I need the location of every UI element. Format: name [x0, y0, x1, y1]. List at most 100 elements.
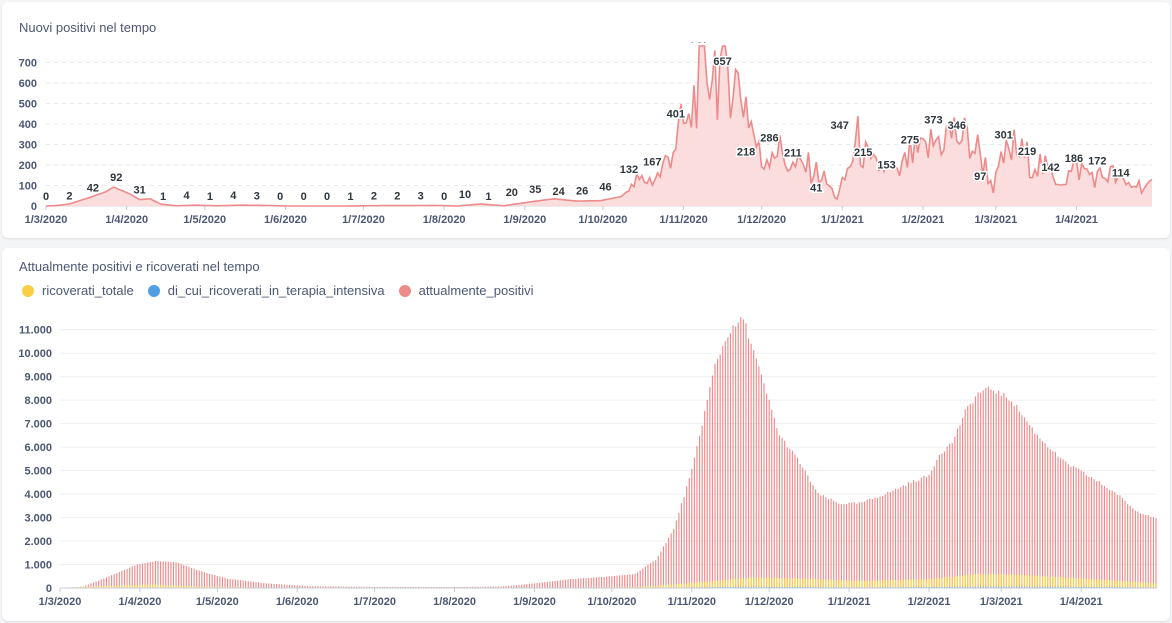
bar[interactable] [1021, 586, 1023, 588]
bar[interactable] [936, 578, 938, 588]
bar[interactable] [1044, 586, 1046, 588]
bar[interactable] [995, 586, 997, 588]
bar[interactable] [938, 586, 940, 588]
bar[interactable] [982, 574, 984, 588]
bar[interactable] [964, 409, 966, 588]
bar[interactable] [642, 586, 644, 588]
bar[interactable] [647, 586, 649, 588]
bar[interactable] [649, 585, 652, 588]
bar[interactable] [755, 586, 757, 588]
bar[interactable] [497, 586, 499, 588]
bar[interactable] [626, 574, 628, 588]
bar[interactable] [1085, 578, 1087, 588]
bar[interactable] [1018, 586, 1020, 588]
bar[interactable] [809, 481, 812, 588]
bar[interactable] [134, 584, 136, 588]
bar[interactable] [1098, 481, 1100, 588]
bar[interactable] [111, 585, 113, 588]
bar[interactable] [840, 504, 842, 588]
bar[interactable] [572, 578, 574, 588]
bar[interactable] [820, 579, 822, 588]
bar[interactable] [642, 568, 644, 588]
bar[interactable] [570, 578, 572, 588]
bar[interactable] [1031, 427, 1033, 588]
bar[interactable] [185, 585, 187, 588]
bar[interactable] [1078, 586, 1080, 588]
bar[interactable] [299, 585, 301, 588]
bar[interactable] [758, 586, 760, 588]
bar[interactable] [845, 580, 848, 588]
bar[interactable] [884, 580, 886, 588]
bar[interactable] [1132, 508, 1134, 588]
bar[interactable] [551, 581, 554, 588]
bar[interactable] [722, 580, 724, 588]
bar[interactable] [967, 406, 969, 588]
bar[interactable] [631, 574, 634, 588]
bar[interactable] [962, 417, 964, 588]
bar[interactable] [794, 578, 796, 588]
bar[interactable] [567, 579, 569, 588]
bar[interactable] [1127, 504, 1129, 588]
bar[interactable] [992, 390, 995, 588]
bar[interactable] [379, 586, 381, 588]
bar[interactable] [969, 404, 971, 588]
bar[interactable] [232, 579, 234, 588]
bar[interactable] [747, 338, 750, 588]
bar[interactable] [1070, 586, 1072, 588]
bar[interactable] [606, 576, 608, 588]
bar[interactable] [941, 577, 943, 588]
bar[interactable] [941, 586, 943, 588]
bar[interactable] [773, 586, 775, 588]
bar[interactable] [869, 498, 871, 588]
bar[interactable] [1029, 425, 1031, 588]
bar[interactable] [603, 576, 605, 588]
bar[interactable] [974, 586, 977, 588]
bar[interactable] [704, 581, 706, 588]
bar[interactable] [428, 586, 430, 588]
bar[interactable] [900, 579, 902, 588]
bar[interactable] [686, 583, 688, 588]
bar[interactable] [807, 475, 809, 588]
bar[interactable] [791, 450, 793, 588]
bar[interactable] [201, 571, 203, 588]
bar[interactable] [962, 586, 964, 588]
bar[interactable] [291, 585, 293, 588]
bar[interactable] [954, 586, 956, 588]
bar[interactable] [719, 580, 721, 588]
bar[interactable] [866, 499, 868, 588]
bar[interactable] [206, 573, 208, 588]
bar[interactable] [1008, 574, 1010, 588]
bar[interactable] [1147, 582, 1149, 588]
bar[interactable] [668, 584, 670, 588]
bar[interactable] [95, 581, 97, 588]
bar[interactable] [154, 561, 156, 588]
bar[interactable] [1114, 492, 1116, 588]
bar[interactable] [678, 583, 680, 588]
bar[interactable] [407, 586, 409, 588]
bar[interactable] [178, 562, 180, 588]
bar[interactable] [136, 584, 138, 588]
bar[interactable] [147, 562, 149, 588]
bar[interactable] [1036, 434, 1038, 588]
bar[interactable] [931, 470, 933, 588]
bar[interactable] [745, 578, 747, 588]
bar[interactable] [92, 582, 95, 588]
bar[interactable] [1016, 574, 1018, 588]
bar[interactable] [967, 574, 969, 588]
bar[interactable] [580, 578, 582, 588]
bar[interactable] [1096, 579, 1098, 588]
bar[interactable] [858, 502, 861, 588]
bar[interactable] [874, 497, 876, 588]
bar[interactable] [415, 586, 417, 588]
bar[interactable] [995, 574, 997, 588]
bar[interactable] [931, 578, 933, 588]
bar[interactable] [1047, 576, 1049, 588]
bar[interactable] [894, 579, 897, 588]
bar[interactable] [492, 586, 494, 588]
bar[interactable] [211, 574, 213, 588]
bar[interactable] [80, 586, 82, 588]
bar[interactable] [619, 575, 621, 588]
bar[interactable] [85, 586, 87, 588]
bar[interactable] [229, 579, 231, 588]
bar[interactable] [949, 586, 951, 588]
